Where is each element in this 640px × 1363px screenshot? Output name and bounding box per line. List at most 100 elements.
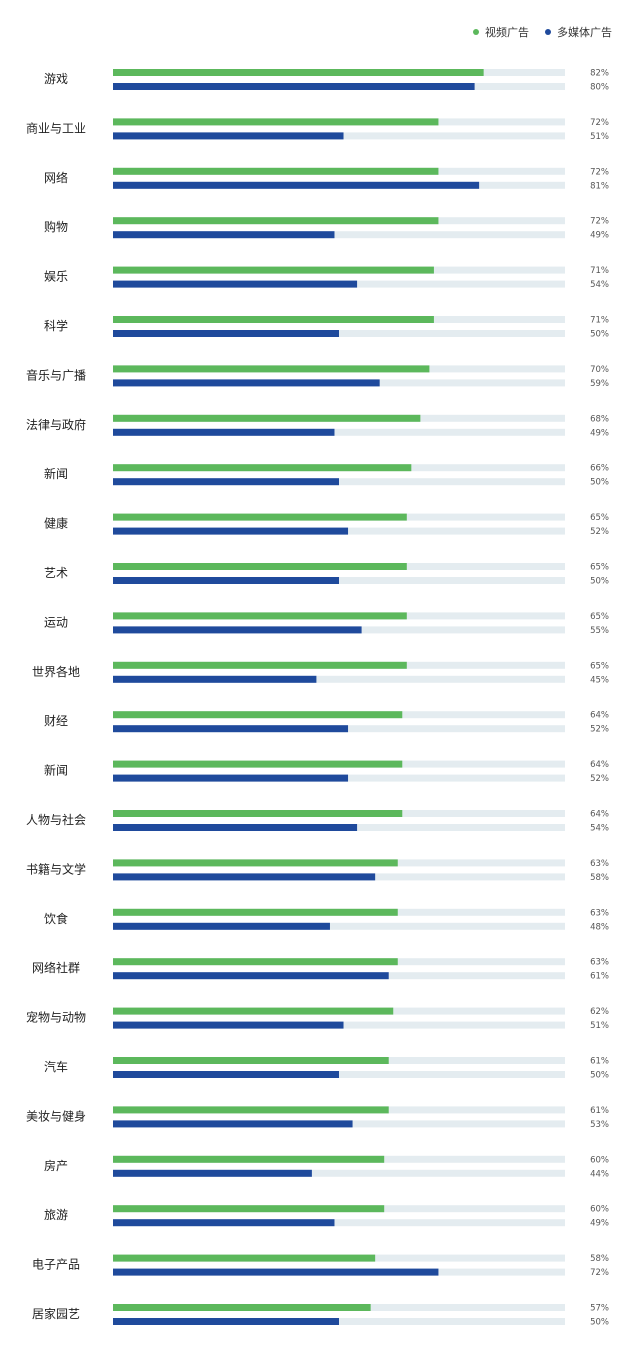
bar-multimedia [113, 231, 335, 239]
legend-marker-multimedia [545, 29, 551, 35]
bar-multimedia [113, 1268, 439, 1276]
bar-video [113, 810, 403, 817]
bar-video [113, 563, 407, 570]
category-label: 财经 [44, 714, 68, 728]
value-label: 51% [590, 132, 609, 142]
value-label: 72% [590, 1268, 609, 1278]
category-label: 商业与工业 [26, 120, 86, 135]
bar-video [113, 217, 439, 225]
bar-multimedia [113, 1169, 312, 1177]
value-label: 58% [590, 873, 609, 883]
category-label: 网络社群 [32, 960, 80, 975]
bar-multimedia [113, 824, 358, 831]
value-label: 71% [590, 266, 609, 276]
bar-video [113, 1155, 385, 1163]
category-label: 运动 [44, 615, 68, 629]
value-label: 50% [590, 577, 609, 587]
value-label: 60% [590, 1205, 609, 1215]
value-label: 61% [590, 972, 609, 982]
bar-video [113, 661, 407, 669]
bar-multimedia [113, 1021, 344, 1029]
bar-video [113, 958, 398, 966]
bar-multimedia [113, 725, 349, 733]
value-label: 48% [590, 922, 609, 932]
bar-video [113, 316, 434, 323]
bar-multimedia [113, 330, 339, 337]
bar-video [113, 1254, 376, 1262]
value-label: 58% [590, 1254, 609, 1264]
bar-multimedia [113, 428, 335, 436]
value-label: 81% [590, 181, 609, 191]
bar-video [113, 118, 439, 126]
value-label: 65% [590, 612, 609, 622]
bar-video [113, 908, 398, 916]
value-label: 52% [590, 774, 609, 784]
value-label: 52% [590, 725, 609, 735]
bar-multimedia [113, 1120, 353, 1128]
value-label: 63% [590, 859, 609, 869]
bar-track [113, 1169, 565, 1177]
value-label: 49% [590, 231, 609, 241]
category-label: 电子产品 [32, 1258, 80, 1272]
bar-multimedia [113, 972, 389, 980]
value-label: 62% [590, 1007, 609, 1017]
bar-track [113, 231, 565, 239]
bar-multimedia [113, 181, 480, 189]
value-label: 65% [590, 661, 609, 671]
bar-track [113, 1219, 565, 1227]
bar-video [113, 1304, 371, 1311]
bar-track [113, 922, 565, 930]
bar-video [113, 1007, 394, 1015]
category-label: 书籍与文学 [26, 861, 86, 876]
bar-multimedia [113, 478, 339, 486]
value-label: 65% [590, 513, 609, 523]
value-label: 70% [590, 365, 609, 375]
value-label: 50% [590, 330, 609, 340]
value-label: 57% [590, 1304, 609, 1314]
bar-video [113, 1106, 389, 1114]
value-label: 65% [590, 563, 609, 573]
category-label: 科学 [44, 318, 68, 333]
category-label: 游戏 [44, 72, 68, 86]
value-label: 50% [590, 1071, 609, 1081]
category-label: 网络 [44, 170, 68, 185]
bar-multimedia [113, 577, 339, 584]
bar-video [113, 612, 407, 620]
bar-multimedia [113, 132, 344, 140]
value-label: 54% [590, 280, 609, 290]
bar-multimedia [113, 873, 376, 881]
value-label: 49% [590, 428, 609, 438]
category-label: 娱乐 [44, 270, 68, 284]
bar-video [113, 167, 439, 175]
bar-video [113, 69, 484, 76]
value-label: 59% [590, 379, 609, 389]
value-label: 82% [590, 69, 609, 79]
bar-multimedia [113, 675, 317, 683]
bar-video [113, 859, 398, 867]
bar-track [113, 428, 565, 436]
value-label: 44% [590, 1169, 609, 1179]
bar-video [113, 711, 403, 719]
category-label: 人物与社会 [26, 812, 86, 827]
value-label: 72% [590, 167, 609, 177]
value-label: 68% [590, 414, 609, 424]
bar-multimedia [113, 527, 349, 535]
bar-multimedia [113, 1219, 335, 1227]
value-label: 72% [590, 118, 609, 128]
category-label: 健康 [44, 516, 68, 531]
value-label: 52% [590, 527, 609, 537]
value-label: 54% [590, 824, 609, 834]
bar-video [113, 1057, 389, 1064]
category-label: 房产 [44, 1158, 68, 1173]
value-label: 61% [590, 1057, 609, 1067]
bar-video [113, 464, 412, 472]
legend-label-video: 视频广告 [485, 26, 529, 39]
legend-marker-video [473, 29, 479, 35]
value-label: 50% [590, 1318, 609, 1328]
category-label: 饮食 [44, 911, 68, 926]
value-label: 45% [590, 675, 609, 685]
legend-item-multimedia: 多媒体广告 [545, 24, 612, 40]
value-label: 64% [590, 760, 609, 770]
legend: 视频广告 多媒体广告 [457, 24, 612, 40]
